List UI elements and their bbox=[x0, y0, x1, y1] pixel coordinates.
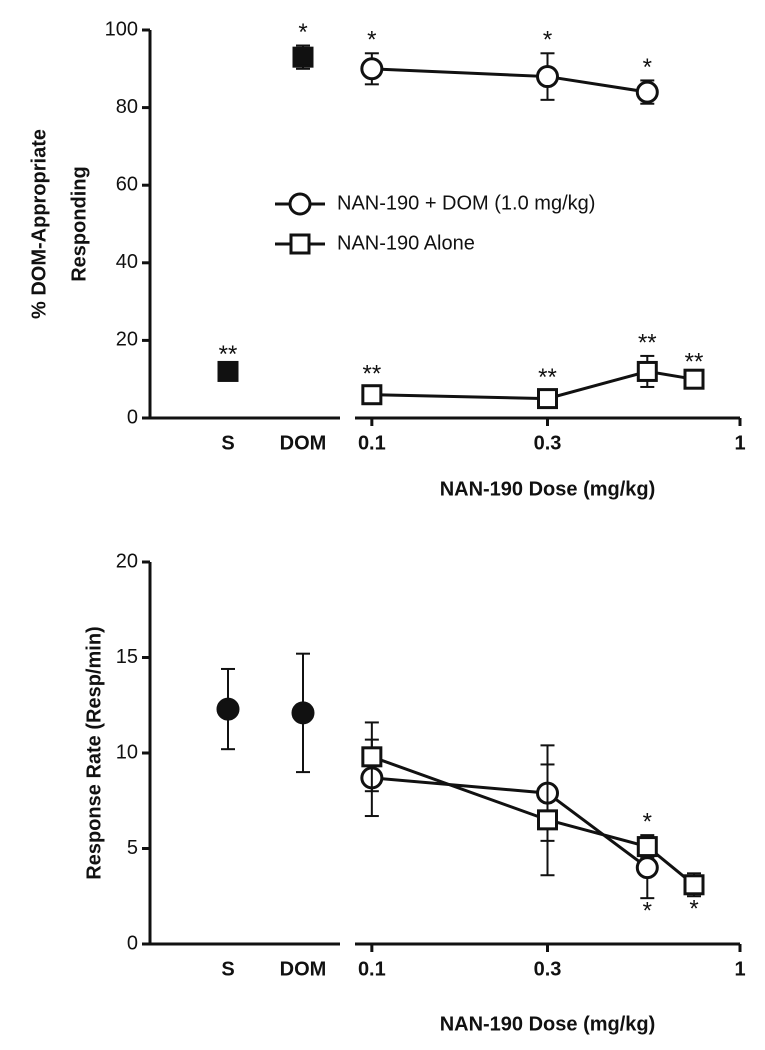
y-tick-label: 5 bbox=[127, 837, 138, 859]
y-tick-label: 20 bbox=[116, 550, 138, 572]
y-tick-label: 20 bbox=[116, 329, 138, 351]
significance-label: * bbox=[643, 898, 652, 925]
series-line bbox=[371, 755, 695, 886]
significance-label: ** bbox=[685, 349, 704, 376]
y-tick-label: 15 bbox=[116, 646, 138, 668]
control-marker bbox=[292, 46, 314, 68]
significance-label: * bbox=[543, 27, 552, 54]
marker bbox=[636, 836, 658, 858]
x-tick-label: 0.3 bbox=[534, 958, 562, 980]
significance-label: * bbox=[643, 54, 652, 81]
x-category-label: S bbox=[221, 958, 234, 980]
marker bbox=[361, 746, 383, 768]
significance-label: ** bbox=[219, 341, 238, 368]
legend-marker bbox=[289, 233, 311, 255]
significance-label: * bbox=[643, 808, 652, 835]
x-tick-label: 0.1 bbox=[358, 432, 386, 454]
y-tick-label: 80 bbox=[116, 96, 138, 118]
significance-label: * bbox=[689, 896, 698, 923]
x-category-label: DOM bbox=[280, 432, 327, 454]
control-marker bbox=[216, 697, 240, 721]
legend-label: NAN-190 Alone bbox=[337, 232, 475, 254]
marker bbox=[536, 65, 559, 89]
control-marker bbox=[291, 701, 315, 725]
significance-label: * bbox=[298, 19, 307, 46]
y-tick-label: 0 bbox=[127, 406, 138, 428]
marker bbox=[537, 388, 558, 410]
y-axis-label: Responding bbox=[68, 166, 90, 282]
x-category-label: DOM bbox=[280, 958, 327, 980]
marker bbox=[635, 80, 659, 104]
control-marker bbox=[217, 360, 239, 382]
y-tick-label: 60 bbox=[116, 173, 138, 195]
marker bbox=[360, 57, 384, 81]
marker bbox=[636, 360, 658, 382]
x-tick-label: 0.3 bbox=[534, 432, 562, 454]
series-line bbox=[371, 369, 695, 401]
significance-label: * bbox=[367, 27, 376, 54]
significance-label: ** bbox=[638, 329, 657, 356]
marker bbox=[635, 856, 659, 880]
marker bbox=[683, 874, 705, 896]
x-axis-label: NAN-190 Dose (mg/kg) bbox=[440, 478, 656, 500]
marker bbox=[361, 384, 383, 406]
x-category-label: S bbox=[221, 432, 234, 454]
marker bbox=[537, 809, 558, 831]
y-tick-label: 100 bbox=[105, 18, 138, 40]
y-axis-label: % DOM-Appropriate bbox=[28, 129, 50, 319]
significance-label: ** bbox=[538, 364, 557, 391]
series-line bbox=[371, 776, 649, 869]
y-tick-label: 0 bbox=[127, 932, 138, 954]
y-tick-label: 10 bbox=[116, 741, 138, 763]
legend-label: NAN-190 + DOM (1.0 mg/kg) bbox=[337, 192, 595, 214]
x-tick-label: 1 bbox=[734, 432, 745, 454]
legend-marker bbox=[288, 192, 312, 216]
x-tick-label: 0.1 bbox=[358, 958, 386, 980]
x-axis-label: NAN-190 Dose (mg/kg) bbox=[440, 1013, 656, 1035]
y-axis-label: Response Rate (Resp/min) bbox=[83, 626, 105, 879]
significance-label: ** bbox=[363, 360, 382, 387]
series-line bbox=[371, 67, 648, 94]
x-tick-label: 1 bbox=[734, 958, 745, 980]
marker bbox=[683, 368, 705, 390]
y-tick-label: 40 bbox=[116, 251, 138, 273]
